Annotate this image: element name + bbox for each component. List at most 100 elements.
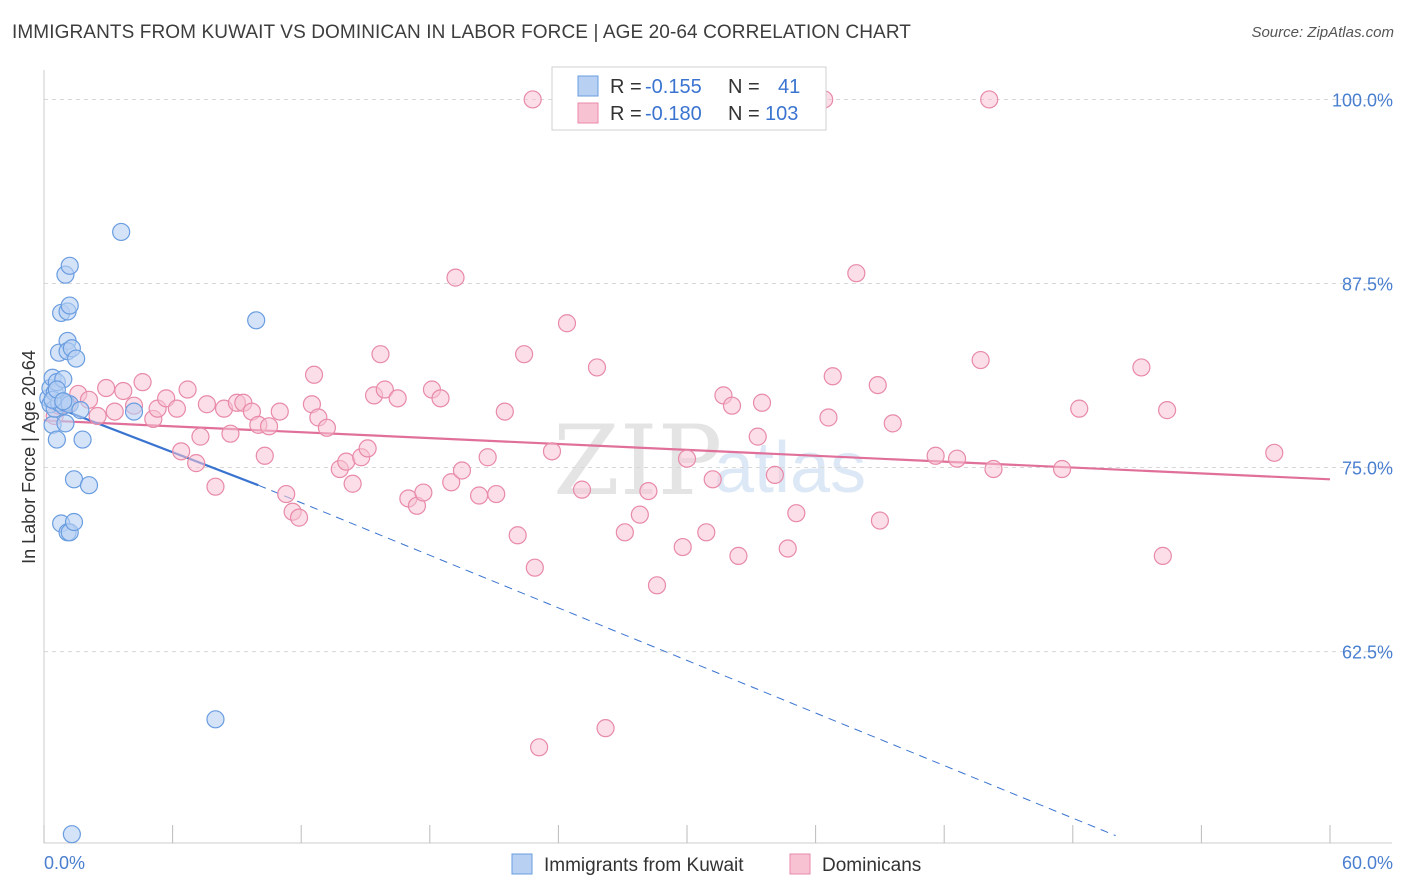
point-dominicans <box>388 389 407 408</box>
point-dominicans <box>478 448 497 467</box>
axes: 62.5% 75.0% 87.5% 100.0% 0.0% 60.0% <box>43 70 1393 873</box>
point-kuwait <box>73 430 92 449</box>
point-dominicans <box>980 90 999 109</box>
point-dominicans <box>277 484 296 504</box>
point-dominicans <box>97 378 116 398</box>
point-dominicans <box>729 546 748 565</box>
trend-line-kuwait-extension <box>258 484 1116 837</box>
point-dominicans <box>722 396 742 415</box>
point-dominicans <box>187 454 206 473</box>
point-dominicans <box>697 523 716 542</box>
point-dominicans <box>1265 443 1284 462</box>
point-dominicans <box>883 414 902 433</box>
y-axis-title: In Labor Force | Age 20-64 <box>19 350 39 564</box>
point-dominicans <box>358 439 377 458</box>
point-kuwait <box>64 512 84 532</box>
point-dominicans <box>630 505 649 524</box>
point-dominicans <box>587 358 607 377</box>
point-dominicans <box>1158 401 1177 420</box>
point-dominicans <box>778 539 797 558</box>
point-dominicans <box>446 268 465 287</box>
point-dominicans <box>525 558 544 577</box>
point-dominicans <box>823 367 842 386</box>
x-tick-label-min: 0.0% <box>44 853 85 873</box>
point-dominicans <box>1052 459 1072 479</box>
chart-source: Source: ZipAtlas.com <box>1251 24 1394 41</box>
point-dominicans <box>639 482 658 501</box>
y-tick-label: 75.0% <box>1342 459 1393 479</box>
correlation-legend: R = -0.155 N = 41 R = -0.180 N = 103 <box>551 66 827 131</box>
point-dominicans <box>677 449 697 468</box>
point-dominicans <box>317 418 337 437</box>
point-kuwait <box>79 476 99 495</box>
point-dominicans <box>414 483 433 502</box>
point-dominicans <box>847 264 866 283</box>
point-dominicans <box>557 314 577 333</box>
point-dominicans <box>787 504 806 523</box>
point-kuwait <box>54 392 73 411</box>
point-dominicans <box>530 738 549 757</box>
point-dominicans <box>615 523 634 542</box>
point-dominicans <box>375 380 394 399</box>
point-dominicans <box>765 465 784 485</box>
point-kuwait <box>47 430 66 449</box>
point-dominicans <box>343 474 362 493</box>
point-dominicans <box>197 395 216 414</box>
bottom-legend-swatch-dominican <box>789 853 811 875</box>
point-dominicans <box>870 511 890 530</box>
point-dominicans <box>947 449 967 468</box>
legend-n-label-kuwait: N = <box>728 76 760 98</box>
bottom-legend-swatch-kuwait <box>511 853 533 875</box>
point-dominicans <box>304 365 324 384</box>
point-dominicans <box>105 402 124 421</box>
point-dominicans <box>431 389 450 408</box>
y-tick-label: 87.5% <box>1342 274 1393 294</box>
point-dominicans <box>270 402 289 421</box>
point-dominicans <box>191 427 210 446</box>
point-dominicans <box>88 406 107 426</box>
point-kuwait <box>62 825 81 844</box>
point-dominicans <box>819 408 838 427</box>
point-kuwait <box>60 296 79 315</box>
grid <box>44 98 1392 653</box>
point-dominicans <box>984 459 1003 479</box>
point-dominicans <box>926 446 945 465</box>
legend-n-value-kuwait: 41 <box>778 76 800 98</box>
point-dominicans <box>1132 358 1151 377</box>
point-kuwait <box>56 414 75 433</box>
point-dominicans <box>868 375 887 395</box>
point-dominicans <box>469 486 489 505</box>
point-dominicans <box>114 381 133 401</box>
legend-r-value-dominican: -0.180 <box>645 103 702 125</box>
point-dominicans <box>523 90 542 109</box>
point-dominicans <box>178 380 197 399</box>
point-dominicans <box>515 345 534 364</box>
point-dominicans <box>259 417 279 436</box>
point-dominicans <box>452 461 472 480</box>
point-dominicans <box>596 719 615 738</box>
point-dominicans <box>133 373 152 392</box>
point-dominicans <box>673 537 692 557</box>
watermark: ZIP atlas <box>553 405 866 517</box>
point-dominicans <box>337 452 356 471</box>
point-kuwait <box>112 222 131 242</box>
y-tick-label: 100.0% <box>1332 90 1393 110</box>
watermark-zip: ZIP <box>553 405 722 517</box>
point-dominicans <box>542 442 562 461</box>
point-dominicans <box>647 576 667 595</box>
point-dominicans <box>206 477 225 496</box>
point-kuwait <box>67 349 86 368</box>
bottom-legend-label-kuwait: Immigrants from Kuwait <box>544 855 744 876</box>
point-dominicans <box>748 427 767 446</box>
point-dominicans <box>371 345 390 364</box>
legend-r-value-kuwait: -0.155 <box>645 76 702 98</box>
chart-title: IMMIGRANTS FROM KUWAIT VS DOMINICAN IN L… <box>12 22 912 43</box>
point-dominicans <box>495 402 514 421</box>
point-kuwait <box>71 401 90 420</box>
point-kuwait <box>247 311 266 330</box>
point-dominicans <box>572 480 592 499</box>
series-legend: Immigrants from Kuwait Dominicans <box>511 853 921 876</box>
point-dominicans <box>971 350 990 370</box>
point-kuwait <box>124 402 144 421</box>
bottom-legend-label-dominican: Dominicans <box>822 855 921 876</box>
